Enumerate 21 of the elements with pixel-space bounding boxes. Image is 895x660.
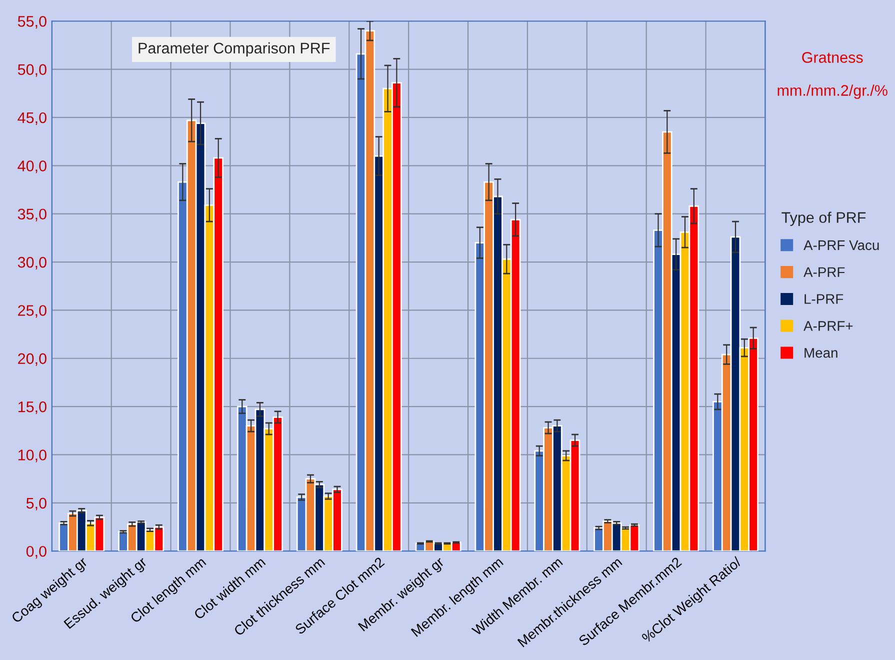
- legend-label: L-PRF: [804, 294, 844, 304]
- y-tick-label: 10,0: [18, 450, 46, 462]
- text: mm./mm.2/gr./%: [778, 84, 888, 99]
- y-tick-label: 55,0: [18, 16, 46, 29]
- y-tick-label: 40,0: [18, 160, 46, 174]
- legend-title: Type of PRF: [782, 212, 866, 226]
- y-tick-label: 20,0: [18, 353, 46, 366]
- y-tick-label: 15,0: [18, 401, 46, 414]
- y-tick-label: 30,0: [18, 256, 46, 270]
- text: Parameter Comparison PRF: [138, 42, 330, 57]
- legend-label: A-PRF Vacu: [804, 240, 879, 250]
- legend-label: A-PRF+: [804, 321, 853, 331]
- y-tick-label: 0,0: [26, 546, 46, 559]
- y-tick-label: 45,0: [18, 112, 46, 125]
- y-tick-label: 25,0: [18, 305, 46, 318]
- y-tick-label: 35,0: [18, 208, 46, 222]
- text: Gratness: [802, 52, 863, 63]
- y-tick-label: 5,0: [26, 498, 46, 510]
- legend-label: Mean: [804, 348, 838, 358]
- y-tick-label: 50,0: [18, 64, 46, 77]
- legend-label: A-PRF: [804, 267, 845, 277]
